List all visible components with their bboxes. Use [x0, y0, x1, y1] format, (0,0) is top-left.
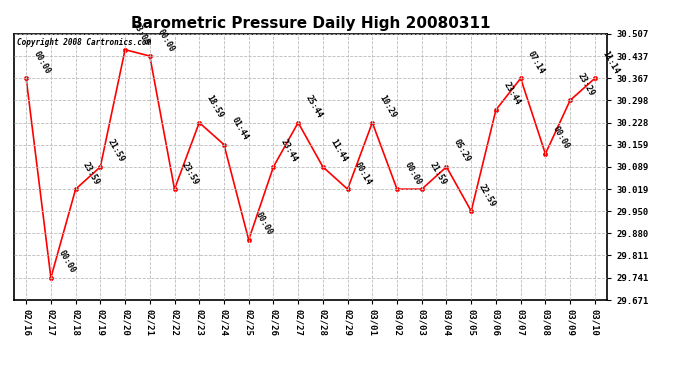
Text: 21:59: 21:59 — [427, 160, 448, 186]
Text: 10:29: 10:29 — [378, 94, 398, 120]
Text: 00:14: 00:14 — [353, 160, 373, 186]
Text: 21:59: 21:59 — [106, 138, 126, 164]
Text: 22:59: 22:59 — [477, 182, 497, 209]
Text: 00:00: 00:00 — [402, 160, 423, 186]
Text: 00:00: 00:00 — [155, 27, 176, 53]
Title: Barometric Pressure Daily High 20080311: Barometric Pressure Daily High 20080311 — [130, 16, 491, 31]
Text: 05:29: 05:29 — [452, 138, 473, 164]
Text: 23:59: 23:59 — [180, 160, 200, 186]
Text: 11:44: 11:44 — [328, 138, 348, 164]
Text: 00:00: 00:00 — [551, 125, 571, 151]
Text: Copyright 2008 Cartronics.com: Copyright 2008 Cartronics.com — [17, 38, 151, 47]
Text: 23:29: 23:29 — [575, 71, 596, 98]
Text: 23:44: 23:44 — [279, 138, 299, 164]
Text: 01:44: 01:44 — [230, 116, 250, 142]
Text: 23:59: 23:59 — [81, 160, 101, 186]
Text: 00:00: 00:00 — [254, 211, 275, 237]
Text: 23:00: 23:00 — [130, 21, 151, 47]
Text: 00:00: 00:00 — [57, 249, 77, 275]
Text: 18:59: 18:59 — [205, 94, 225, 120]
Text: 00:00: 00:00 — [32, 50, 52, 75]
Text: 23:44: 23:44 — [502, 81, 522, 107]
Text: 07:14: 07:14 — [526, 50, 546, 75]
Text: 11:14: 11:14 — [600, 50, 621, 75]
Text: 25:44: 25:44 — [304, 94, 324, 120]
